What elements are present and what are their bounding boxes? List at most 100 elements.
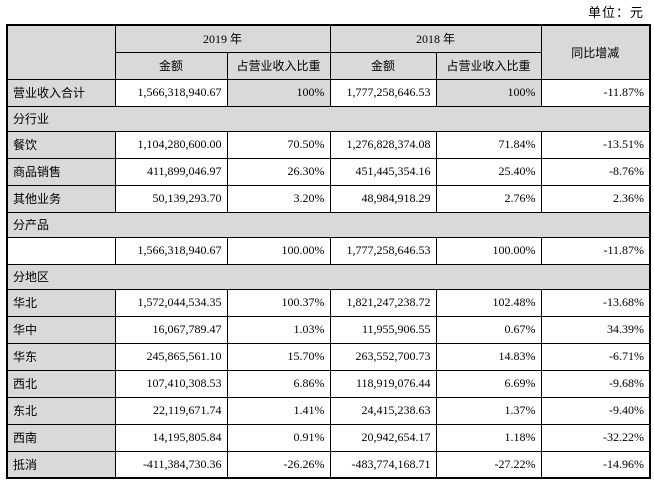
cell-2019-amount: 50,139,293.70 bbox=[114, 184, 228, 213]
table-row: 营业收入合计 1,566,318,940.67 100% 1,777,258,646.… bbox=[6, 78, 651, 107]
cell-2019-amount: 1,566,318,940.67 bbox=[114, 78, 228, 107]
cell-2019-amount: 411,899,046.97 bbox=[114, 157, 228, 186]
cell-2019-share: 6.86% bbox=[226, 369, 331, 398]
row-label: 东北 bbox=[6, 396, 116, 425]
cell-2018-share: 1.37% bbox=[435, 396, 542, 425]
row-label: 华东 bbox=[6, 342, 116, 371]
cell-2018-amount: 1,777,258,646.53 bbox=[329, 78, 437, 107]
section-label: 分行业 bbox=[6, 105, 651, 132]
header-amount-2019: 金额 bbox=[114, 51, 228, 80]
cell-2018-amount: 48,984,918.29 bbox=[329, 184, 437, 213]
cell-2018-amount: -483,774,168.71 bbox=[329, 450, 437, 479]
cell-2019-amount: -411,384,730.36 bbox=[114, 450, 228, 479]
section-label: 分地区 bbox=[6, 263, 651, 290]
cell-2018-share: 6.69% bbox=[435, 369, 542, 398]
header-row-sub: 金额 占营业收入比重 金额 占营业收入比重 bbox=[7, 51, 650, 80]
cell-2019-share: 100.00% bbox=[226, 236, 331, 265]
table-row: 华东 245,865,561.10 15.70% 263,552,700.73 14.8… bbox=[6, 342, 651, 371]
cell-2019-share: 1.41% bbox=[226, 396, 331, 425]
cell-2018-share: 102.48% bbox=[435, 288, 542, 317]
cell-2019-share: 26.30% bbox=[226, 157, 331, 186]
cell-2019-amount: 14,195,805.84 bbox=[114, 423, 228, 452]
cell-2019-share: -26.26% bbox=[226, 450, 331, 479]
cell-2019-amount: 245,865,561.10 bbox=[114, 342, 228, 371]
cell-2019-share: 3.20% bbox=[226, 184, 331, 213]
cell-yoy: 2.36% bbox=[540, 184, 651, 213]
cell-yoy: -6.71% bbox=[540, 342, 651, 371]
table-row: 商品销售 411,899,046.97 26.30% 451,445,354.16 25… bbox=[6, 157, 651, 186]
cell-2019-amount: 1,566,318,940.67 bbox=[114, 236, 228, 265]
cell-2019-share: 100% bbox=[226, 78, 331, 107]
row-label: 抵消 bbox=[6, 450, 116, 479]
cell-yoy: -9.40% bbox=[540, 396, 651, 425]
cell-2018-share: 2.76% bbox=[435, 184, 542, 213]
cell-2018-share: 71.84% bbox=[435, 130, 542, 159]
header-share-2018: 占营业收入比重 bbox=[435, 51, 542, 80]
cell-2018-share: 25.40% bbox=[435, 157, 542, 186]
row-label: 其他业务 bbox=[6, 184, 116, 213]
cell-yoy: -13.68% bbox=[540, 288, 651, 317]
cell-2018-amount: 118,919,076.44 bbox=[329, 369, 437, 398]
header-group-2019: 2019 年 bbox=[114, 24, 331, 53]
table-row: 华北 1,572,044,534.35 100.37% 1,821,247,238.7… bbox=[6, 288, 651, 317]
row-label: 华北 bbox=[6, 288, 116, 317]
cell-yoy: 34.39% bbox=[540, 315, 651, 344]
header-yoy: 同比增减 bbox=[540, 24, 651, 80]
cell-2018-share: 100.00% bbox=[435, 236, 542, 265]
cell-2018-share: 1.18% bbox=[435, 423, 542, 452]
cell-2019-amount: 107,410,308.53 bbox=[114, 369, 228, 398]
row-label: 营业收入合计 bbox=[6, 78, 116, 107]
row-label: 华中 bbox=[6, 315, 116, 344]
table-row: 华中 16,067,789.47 1.03% 11,955,906.55 0.67% 34… bbox=[6, 315, 651, 344]
section-row: 分地区 bbox=[6, 263, 651, 290]
cell-2019-share: 70.50% bbox=[226, 130, 331, 159]
cell-2018-amount: 11,955,906.55 bbox=[329, 315, 437, 344]
header-blank-cell bbox=[6, 24, 116, 80]
cell-2018-share: -27.22% bbox=[435, 450, 542, 479]
cell-yoy: -13.51% bbox=[540, 130, 651, 159]
section-label: 分产品 bbox=[6, 211, 651, 238]
cell-2019-amount: 22,119,671.74 bbox=[114, 396, 228, 425]
table-row: 东北 22,119,671.74 1.41% 24,415,238.63 1.37% -9… bbox=[6, 396, 651, 425]
cell-2019-amount: 1,104,280,600.00 bbox=[114, 130, 228, 159]
header-group-2018: 2018 年 bbox=[329, 24, 542, 53]
cell-yoy: -9.68% bbox=[540, 369, 651, 398]
table-row: 抵消 -411,384,730.36 -26.26% -483,774,168.71-… bbox=[6, 450, 651, 479]
revenue-breakdown-table: 2019 年 2018 年 同比增减 金额 占营业收入比重 金额 占营业收入比重… bbox=[6, 24, 652, 479]
cell-yoy: -11.87% bbox=[540, 78, 651, 107]
header-share-2019: 占营业收入比重 bbox=[226, 51, 331, 80]
table-row: 1,566,318,940.67 100.00% 1,777,258,646.53 1… bbox=[6, 236, 651, 265]
cell-2019-share: 1.03% bbox=[226, 315, 331, 344]
table-body: 营业收入合计 1,566,318,940.67 100% 1,777,258,646.… bbox=[6, 78, 651, 479]
cell-2018-amount: 263,552,700.73 bbox=[329, 342, 437, 371]
row-label: 餐饮 bbox=[6, 130, 116, 159]
cell-2018-amount: 20,942,654.17 bbox=[329, 423, 437, 452]
row-label: 西南 bbox=[6, 423, 116, 452]
header-row-groups: 2019 年 2018 年 同比增减 bbox=[6, 24, 651, 80]
section-row: 分产品 bbox=[6, 211, 651, 238]
cell-2018-share: 100% bbox=[435, 78, 542, 107]
cell-2019-share: 100.37% bbox=[226, 288, 331, 317]
row-label bbox=[6, 236, 116, 265]
cell-2018-amount: 24,415,238.63 bbox=[329, 396, 437, 425]
cell-2018-amount: 451,445,354.16 bbox=[329, 157, 437, 186]
table-row: 西南 14,195,805.84 0.91% 20,942,654.17 1.18% -3… bbox=[6, 423, 651, 452]
table-row: 西北 107,410,308.53 6.86% 118,919,076.44 6.69%… bbox=[6, 369, 651, 398]
cell-2019-amount: 16,067,789.47 bbox=[114, 315, 228, 344]
row-label: 商品销售 bbox=[6, 157, 116, 186]
cell-2018-share: 0.67% bbox=[435, 315, 542, 344]
cell-2018-amount: 1,777,258,646.53 bbox=[329, 236, 437, 265]
header-amount-2018: 金额 bbox=[329, 51, 437, 80]
cell-2019-share: 15.70% bbox=[226, 342, 331, 371]
table-header: 2019 年 2018 年 同比增减 金额 占营业收入比重 金额 占营业收入比重 bbox=[6, 24, 651, 80]
cell-yoy: -11.87% bbox=[540, 236, 651, 265]
cell-2019-share: 0.91% bbox=[226, 423, 331, 452]
cell-yoy: -32.22% bbox=[540, 423, 651, 452]
cell-yoy: -14.96% bbox=[540, 450, 651, 479]
table-row: 其他业务 50,139,293.70 3.20% 48,984,918.29 2.76%… bbox=[6, 184, 651, 213]
section-row: 分行业 bbox=[6, 105, 651, 132]
cell-2019-amount: 1,572,044,534.35 bbox=[114, 288, 228, 317]
cell-2018-amount: 1,821,247,238.72 bbox=[329, 288, 437, 317]
cell-2018-amount: 1,276,828,374.08 bbox=[329, 130, 437, 159]
